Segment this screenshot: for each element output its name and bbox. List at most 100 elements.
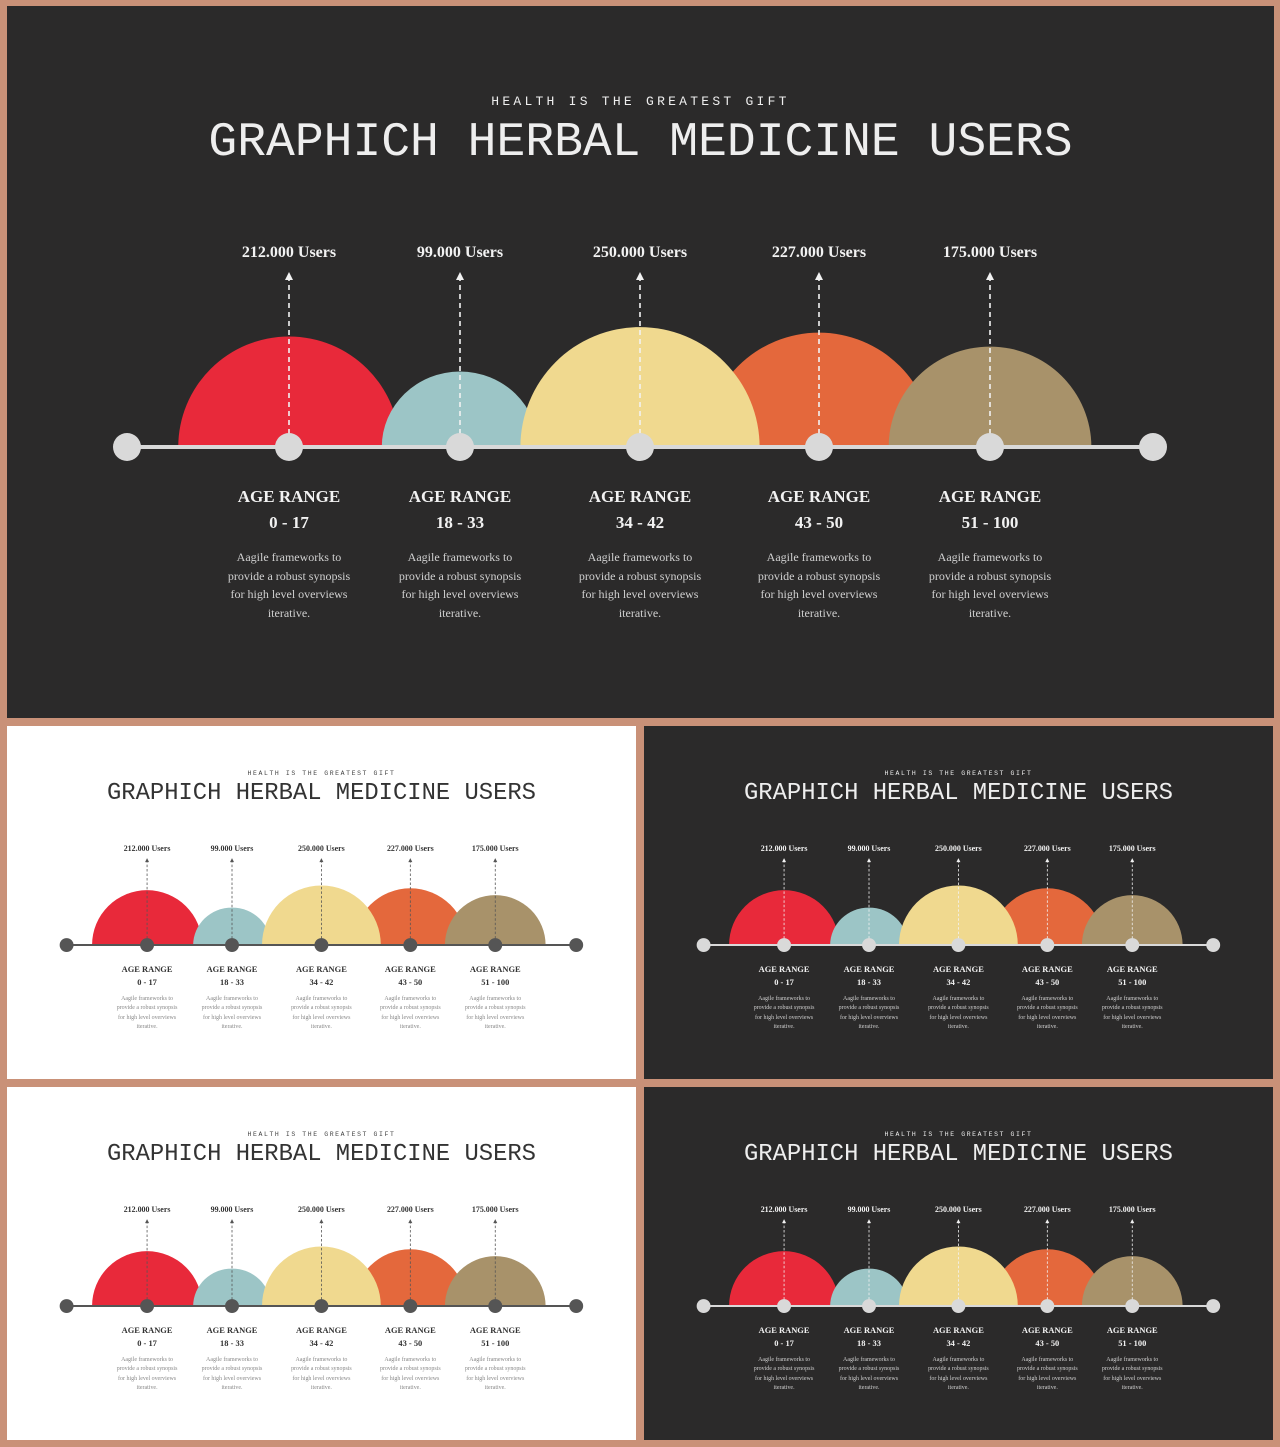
users-label-4: 227.000 Users [1023, 843, 1071, 853]
age-range-block-2: AGE RANGE 18 - 33 Aagile frameworks to prov… [195, 1324, 270, 1393]
bar-half-circle-4 [353, 1249, 468, 1307]
age-range-description: Aagile frameworks to provide a robust syn… [398, 550, 522, 620]
axis-end-dot [1139, 433, 1167, 461]
users-label-1: 212.000 Users [241, 244, 337, 261]
data-point-dot-3 [314, 938, 329, 952]
age-range-description: Aagile frameworks to provide a robust syn… [116, 1357, 178, 1391]
kicker-text: HEALTH IS THE GREATEST GIFT [884, 1130, 1033, 1138]
data-point-dot-3 [951, 938, 966, 952]
slide-3: HEALTH IS THE GREATEST GIFT GRAPHICH HERB… [644, 726, 1273, 1079]
age-range-value: 34 - 42 [615, 513, 665, 532]
age-range-description: Aagile frameworks to provide a robust syn… [753, 996, 815, 1030]
arrow-head-icon [493, 1219, 498, 1224]
age-range-value: 18 - 33 [220, 977, 244, 988]
data-point-dot-5 [1125, 938, 1140, 952]
slide-1: HEALTH IS THE GREATEST GIFT GRAPHICH HERB… [7, 6, 1274, 718]
age-range-value: 0 - 17 [137, 977, 157, 988]
slide-title: GRAPHICH HERBAL MEDICINE USERS [744, 1141, 1173, 1169]
slide-4: HEALTH IS THE GREATEST GIFT GRAPHICH HERB… [7, 1087, 636, 1440]
age-range-description: Aagile frameworks to provide a robust syn… [116, 996, 178, 1030]
age-range-value: 43 - 50 [794, 513, 844, 532]
arrow-head-icon [867, 1219, 871, 1224]
age-range-heading: AGE RANGE [295, 1325, 347, 1336]
bar-half-circle-2 [830, 1268, 908, 1307]
users-label-1: 212.000 Users [123, 843, 171, 853]
users-label-5: 175.000 Users [471, 843, 519, 853]
users-label-2: 99.000 Users [847, 843, 891, 853]
age-range-value: 51 - 100 [1118, 977, 1147, 988]
age-range-description: Aagile frameworks to provide a robust syn… [1016, 996, 1078, 1030]
data-point-dot-3 [626, 433, 654, 461]
age-range-block-1: AGE RANGE 0 - 17 Aagile frameworks to provi… [110, 1324, 185, 1393]
users-label-3: 250.000 Users [935, 1204, 982, 1214]
arrow-head-icon [145, 858, 150, 863]
age-range-heading: AGE RANGE [206, 1325, 258, 1336]
axis-end-dot [569, 1299, 584, 1313]
arrow-head-icon [456, 272, 464, 280]
age-range-block-5: AGE RANGE 51 - 100 Aagile frameworks to pro… [915, 484, 1065, 622]
arrow-head-icon [493, 858, 498, 863]
bar-half-circle-1 [92, 890, 203, 946]
age-range-value: 51 - 100 [961, 513, 1019, 532]
kicker-text: HEALTH IS THE GREATEST GIFT [247, 1130, 396, 1138]
age-range-block-4: AGE RANGE 43 - 50 Aagile frameworks to prov… [373, 1324, 448, 1393]
users-label-4: 227.000 Users [386, 1204, 434, 1214]
age-range-value: 43 - 50 [1035, 1338, 1060, 1349]
users-label-3: 250.000 Users [592, 244, 688, 261]
age-range-block-2: AGE RANGE 18 - 33 Aagile frameworks to prov… [832, 1324, 907, 1393]
age-range-block-3: AGE RANGE 34 - 42 Aagile frameworks to prov… [284, 1324, 359, 1393]
age-range-value: 0 - 17 [774, 977, 794, 988]
age-range-value: 0 - 17 [269, 513, 309, 532]
age-range-block-3: AGE RANGE 34 - 42 Aagile frameworks to prov… [565, 484, 715, 622]
data-point-dot-4 [403, 938, 418, 952]
bar-half-circle-2 [381, 371, 539, 447]
age-range-description: Aagile frameworks to provide a robust syn… [753, 1357, 815, 1391]
data-point-dot-4 [403, 1299, 418, 1313]
kicker-text: HEALTH IS THE GREATEST GIFT [247, 769, 396, 777]
half-circle-chart [696, 1219, 1221, 1313]
age-range-description: Aagile frameworks to provide a robust syn… [928, 1357, 989, 1391]
age-range-description: Aagile frameworks to provide a robust syn… [201, 996, 263, 1030]
age-range-value: 34 - 42 [309, 977, 334, 988]
age-range-heading: AGE RANGE [758, 964, 810, 975]
bar-half-circle-1 [178, 336, 400, 447]
data-point-dot-5 [976, 433, 1004, 461]
age-range-description: Aagile frameworks to provide a robust syn… [578, 550, 702, 620]
axis-end-dot [1206, 938, 1221, 952]
age-range-description: Aagile frameworks to provide a robust syn… [838, 1357, 900, 1391]
age-range-description: Aagile frameworks to provide a robust syn… [379, 1357, 441, 1391]
axis-end-dot [1206, 1299, 1221, 1313]
age-range-block-1: AGE RANGE 0 - 17 Aagile frameworks to provi… [747, 1324, 822, 1393]
age-range-block-1: AGE RANGE 0 - 17 Aagile frameworks to provi… [214, 484, 364, 622]
bar-half-circle-2 [830, 907, 908, 946]
arrow-head-icon [782, 1219, 787, 1224]
age-range-heading: AGE RANGE [1106, 964, 1158, 975]
age-range-description: Aagile frameworks to provide a robust syn… [464, 1357, 526, 1391]
age-range-description: Aagile frameworks to provide a robust syn… [928, 550, 1052, 620]
data-point-dot-5 [488, 1299, 503, 1313]
age-range-description: Aagile frameworks to provide a robust syn… [1016, 1357, 1078, 1391]
arrow-head-icon [285, 272, 293, 280]
bar-half-circle-2 [193, 907, 271, 946]
age-range-value: 0 - 17 [137, 1338, 157, 1349]
age-range-block-4: AGE RANGE 43 - 50 Aagile frameworks to prov… [1010, 963, 1085, 1032]
bar-half-circle-4 [704, 332, 934, 447]
data-point-dot-4 [1040, 938, 1055, 952]
age-range-value: 43 - 50 [398, 1338, 423, 1349]
half-circle-chart [696, 858, 1221, 952]
users-label-1: 212.000 Users [760, 1204, 808, 1214]
arrow-head-icon [230, 1219, 234, 1224]
data-point-dot-1 [140, 1299, 155, 1313]
age-range-description: Aagile frameworks to provide a robust syn… [291, 996, 352, 1030]
users-label-1: 212.000 Users [760, 843, 808, 853]
age-range-value: 18 - 33 [220, 1338, 244, 1349]
slide-title: GRAPHICH HERBAL MEDICINE USERS [744, 780, 1173, 808]
data-point-dot-2 [862, 938, 876, 952]
data-point-dot-2 [862, 1299, 876, 1313]
age-range-heading: AGE RANGE [469, 964, 521, 975]
bar-half-circle-1 [729, 890, 840, 946]
age-range-block-3: AGE RANGE 34 - 42 Aagile frameworks to prov… [921, 963, 996, 1032]
data-point-dot-4 [1040, 1299, 1055, 1313]
age-range-block-5: AGE RANGE 51 - 100 Aagile frameworks to pro… [1095, 1324, 1170, 1393]
slide-2: HEALTH IS THE GREATEST GIFT GRAPHICH HERB… [7, 726, 636, 1079]
